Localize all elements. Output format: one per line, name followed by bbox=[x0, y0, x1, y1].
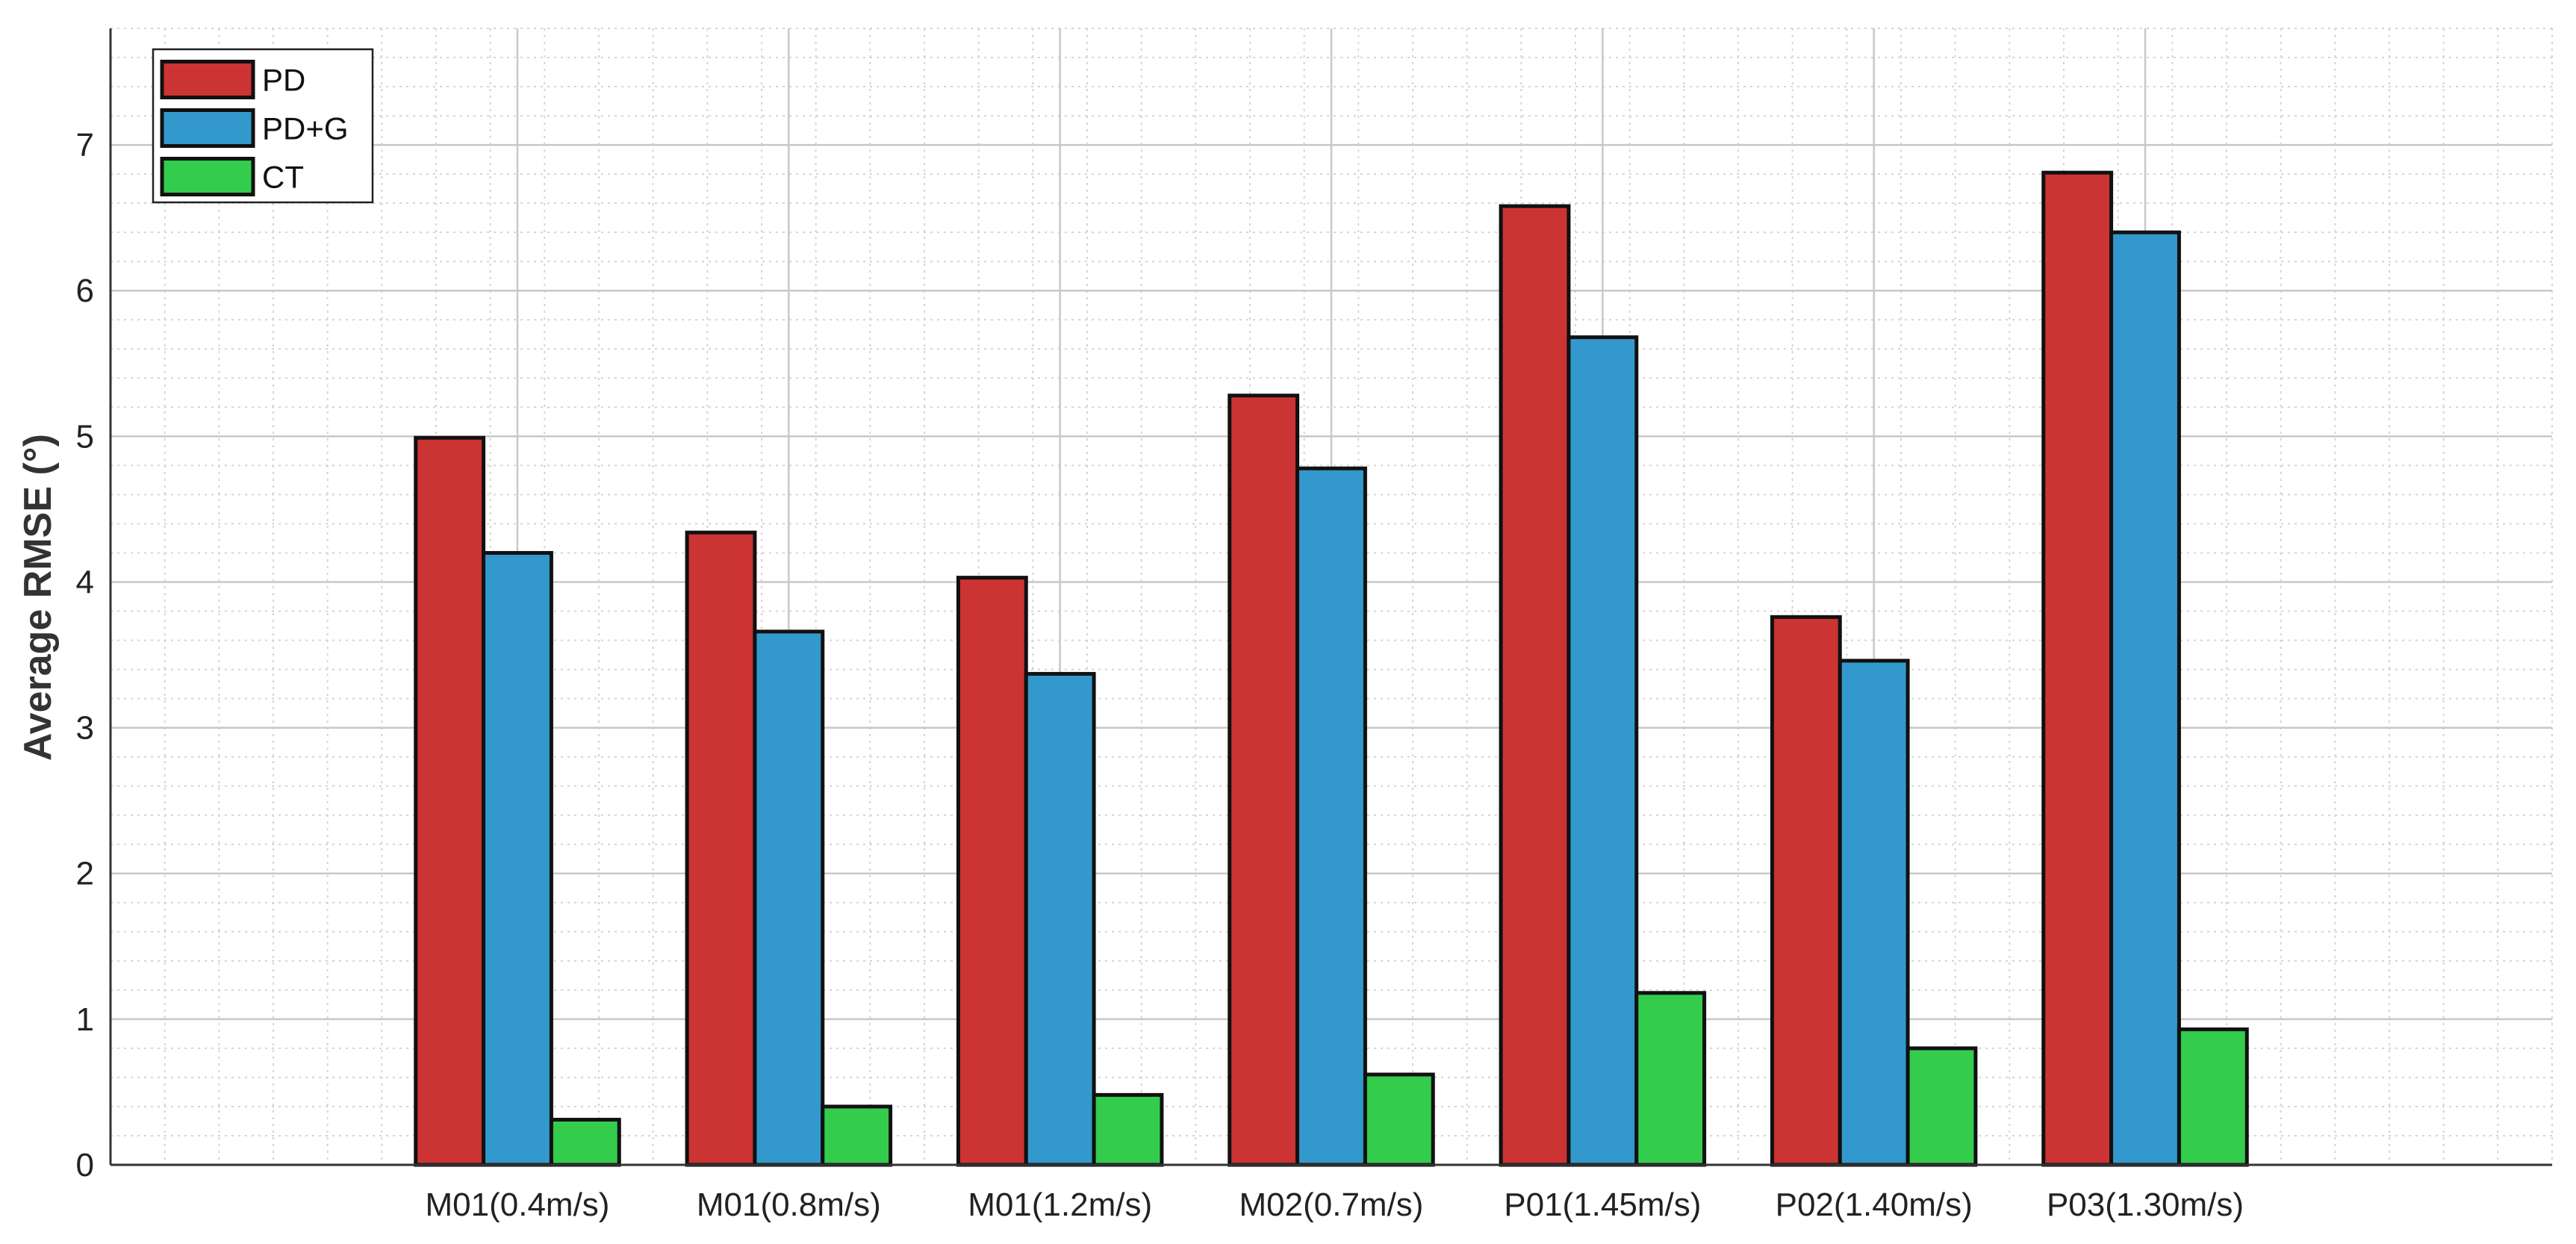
bar-pd-g-7 bbox=[2109, 230, 2181, 1167]
bar-pd-5 bbox=[1499, 204, 1571, 1167]
x-tick-label: M01(0.8m/s) bbox=[697, 1187, 881, 1223]
bar-ct-4 bbox=[1363, 1072, 1435, 1167]
bar-ct-6 bbox=[1905, 1046, 1978, 1167]
bar-ct-3 bbox=[1092, 1092, 1164, 1167]
bar-pd-2 bbox=[685, 530, 757, 1167]
bar-ct-2 bbox=[821, 1104, 893, 1167]
bar-pd-g-6 bbox=[1838, 659, 1910, 1167]
legend-swatch-pd bbox=[160, 60, 255, 99]
y-tick-labels: 0 1 2 3 4 5 6 7 bbox=[76, 127, 94, 1184]
x-tick-label: M02(0.7m/s) bbox=[1239, 1187, 1424, 1223]
bar-pd-g-5 bbox=[1567, 335, 1639, 1167]
legend-swatch-pd-g bbox=[160, 108, 255, 148]
x-tick-label: P02(1.40m/s) bbox=[1776, 1187, 1973, 1223]
bar-pd-4 bbox=[1228, 394, 1300, 1167]
axes bbox=[109, 28, 2552, 1166]
y-tick-label: 1 bbox=[76, 1001, 94, 1038]
legend-label: PD bbox=[262, 63, 305, 98]
bar-pd-g-4 bbox=[1295, 466, 1367, 1167]
y-tick-label: 0 bbox=[76, 1147, 94, 1184]
bar-ct-7 bbox=[2177, 1027, 2249, 1167]
y-tick-label: 4 bbox=[76, 564, 94, 600]
minor-grid bbox=[110, 28, 2553, 1166]
bar-ct-5 bbox=[1634, 991, 1707, 1167]
legend-label: PD+G bbox=[262, 111, 349, 146]
bar-pd-g-3 bbox=[1024, 671, 1096, 1167]
bar-ct-1 bbox=[549, 1118, 621, 1167]
y-tick-label: 7 bbox=[76, 127, 94, 164]
bar-pd-1 bbox=[414, 435, 486, 1167]
y-tick-label: 5 bbox=[76, 418, 94, 455]
legend: PD PD+G CT bbox=[152, 48, 374, 204]
y-tick-label: 2 bbox=[76, 856, 94, 892]
y-axis-label: Average RMSE (°) bbox=[16, 434, 60, 761]
x-tick-label: M01(1.2m/s) bbox=[968, 1187, 1152, 1223]
legend-label: CT bbox=[262, 160, 304, 195]
legend-swatch-ct bbox=[160, 157, 255, 196]
x-tick-label: M01(0.4m/s) bbox=[426, 1187, 610, 1223]
x-tick-label: P01(1.45m/s) bbox=[1504, 1187, 1701, 1223]
y-tick-label: 3 bbox=[76, 710, 94, 747]
x-tick-label: P03(1.30m/s) bbox=[2047, 1187, 2244, 1223]
x-tick-labels: M01(0.4m/s) M01(0.8m/s) M01(1.2m/s) M02(0.7… bbox=[426, 1187, 2244, 1223]
bar-pd-6 bbox=[1770, 615, 1842, 1167]
bars bbox=[414, 170, 2249, 1167]
bar-pd-g-1 bbox=[482, 550, 553, 1167]
bar-pd-g-2 bbox=[753, 629, 825, 1167]
y-tick-label: 6 bbox=[76, 273, 94, 309]
bar-pd-7 bbox=[2041, 170, 2114, 1167]
bar-pd-3 bbox=[956, 576, 1028, 1167]
